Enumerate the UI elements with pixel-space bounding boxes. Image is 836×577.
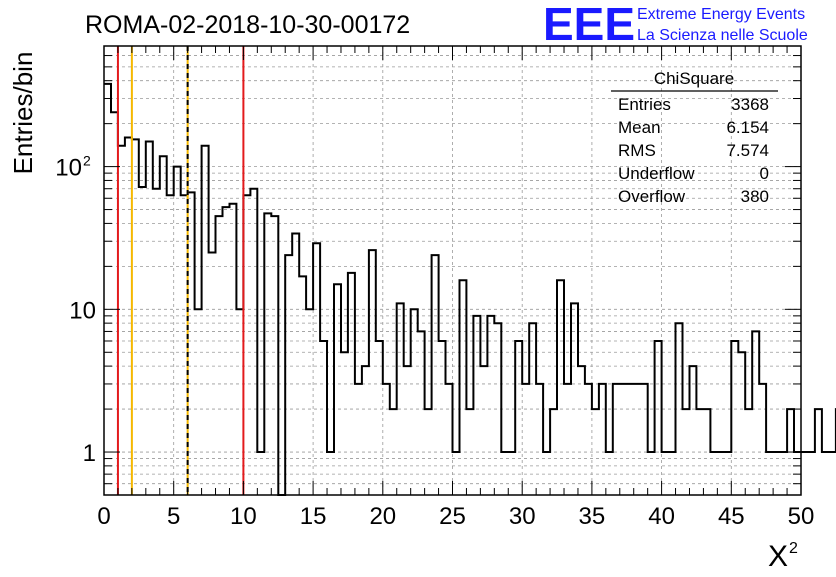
x-axis-label-superscript: 2 [789,540,798,557]
stats-row-label: Mean [618,118,661,137]
stats-row-label: Entries [618,95,671,114]
y-tick-label: 10 [69,297,96,324]
stats-row-label: Underflow [618,164,695,183]
logo-line-1: Extreme Energy Events [637,6,805,23]
stats-row-value: 7.574 [726,141,769,160]
stats-row-value: 380 [741,187,769,206]
x-tick-label: 0 [97,503,110,530]
x-tick-label: 25 [439,503,466,530]
x-axis-label: X [768,540,788,572]
logo: EEE Extreme Energy Events La Scienza nel… [543,0,808,50]
chart-title: ROMA-02-2018-10-30-00172 [85,11,410,39]
vertical-markers [116,46,245,495]
stats-row-value: 6.154 [726,118,769,137]
stats-row-label: RMS [618,141,656,160]
eee-logo-mark: EEE [543,0,635,50]
stats-row-label: Overflow [618,187,686,206]
x-tick-label: 15 [300,503,327,530]
x-tick-label: 40 [648,503,675,530]
y-tick-label: 10 [55,155,82,182]
x-tick-label: 20 [369,503,396,530]
stats-row-value: 0 [760,164,769,183]
stats-rows: Entries 3368 Mean 6.154 RMS 7.574 Underflow 0 Ov… [618,95,769,206]
y-tick-label: 1 [83,440,96,467]
logo-line-2: La Scienza nelle Scuole [637,27,808,44]
stats-box: ChiSquare Entries 3368 Mean 6.154 RMS 7.574 Un… [611,69,778,206]
x-tick-label: 35 [579,503,606,530]
stats-row-value: 3368 [731,95,769,114]
y-axis-label: Entries/bin [8,52,38,175]
stats-title: ChiSquare [654,69,734,88]
x-tick-label: 50 [788,503,815,530]
x-tick-label: 45 [718,503,745,530]
x-tick-label: 30 [509,503,536,530]
x-tick-label: 10 [230,503,257,530]
x-tick-label: 5 [167,503,180,530]
y-tick-label-exponent: 2 [83,153,91,169]
